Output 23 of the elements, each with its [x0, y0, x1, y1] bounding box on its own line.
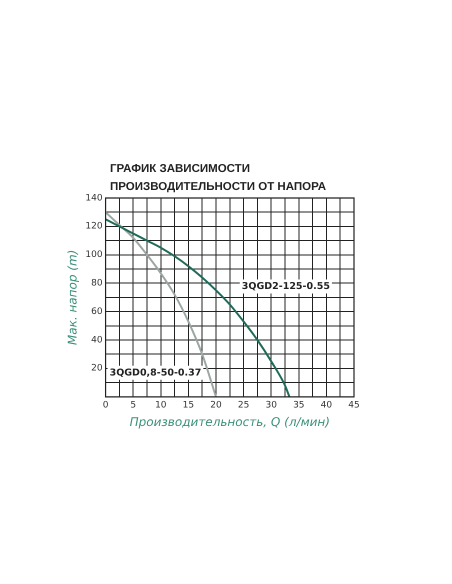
- x-tick-label: 45: [348, 400, 360, 411]
- series-label: 3QGD0,8-50-0.37: [110, 367, 202, 378]
- y-tick-label: 80: [91, 278, 103, 289]
- y-tick-label: 100: [85, 250, 103, 260]
- y-tick-label: 60: [91, 306, 103, 317]
- y-tick-label: 40: [91, 335, 103, 346]
- x-axis-title: Производительность, Q (л/мин): [130, 414, 330, 429]
- y-tick-label: 140: [85, 193, 103, 204]
- line-series: [106, 211, 217, 397]
- x-tick-label: 0: [102, 400, 109, 411]
- x-tick-label: 20: [210, 400, 222, 411]
- y-tick-label: 20: [91, 364, 103, 374]
- x-tick-label: 35: [293, 400, 305, 411]
- x-tick-label: 15: [182, 400, 194, 411]
- y-axis-title: Мак. напор (m): [65, 250, 80, 346]
- x-tick-label: 5: [130, 400, 136, 411]
- x-tick-label: 30: [265, 400, 278, 411]
- y-tick-label: 120: [85, 222, 103, 232]
- chart-title: ГРАФИК ЗАВИСИМОСТИ ПРОИЗВОДИТЕЛЬНОСТИ ОТ НАПОРА: [110, 162, 328, 195]
- x-tick-label: 25: [238, 400, 250, 411]
- series-label: 3QGD2-125-0.55: [242, 280, 330, 292]
- x-tick-label: 40: [320, 400, 332, 411]
- x-tick-label: 10: [155, 400, 167, 411]
